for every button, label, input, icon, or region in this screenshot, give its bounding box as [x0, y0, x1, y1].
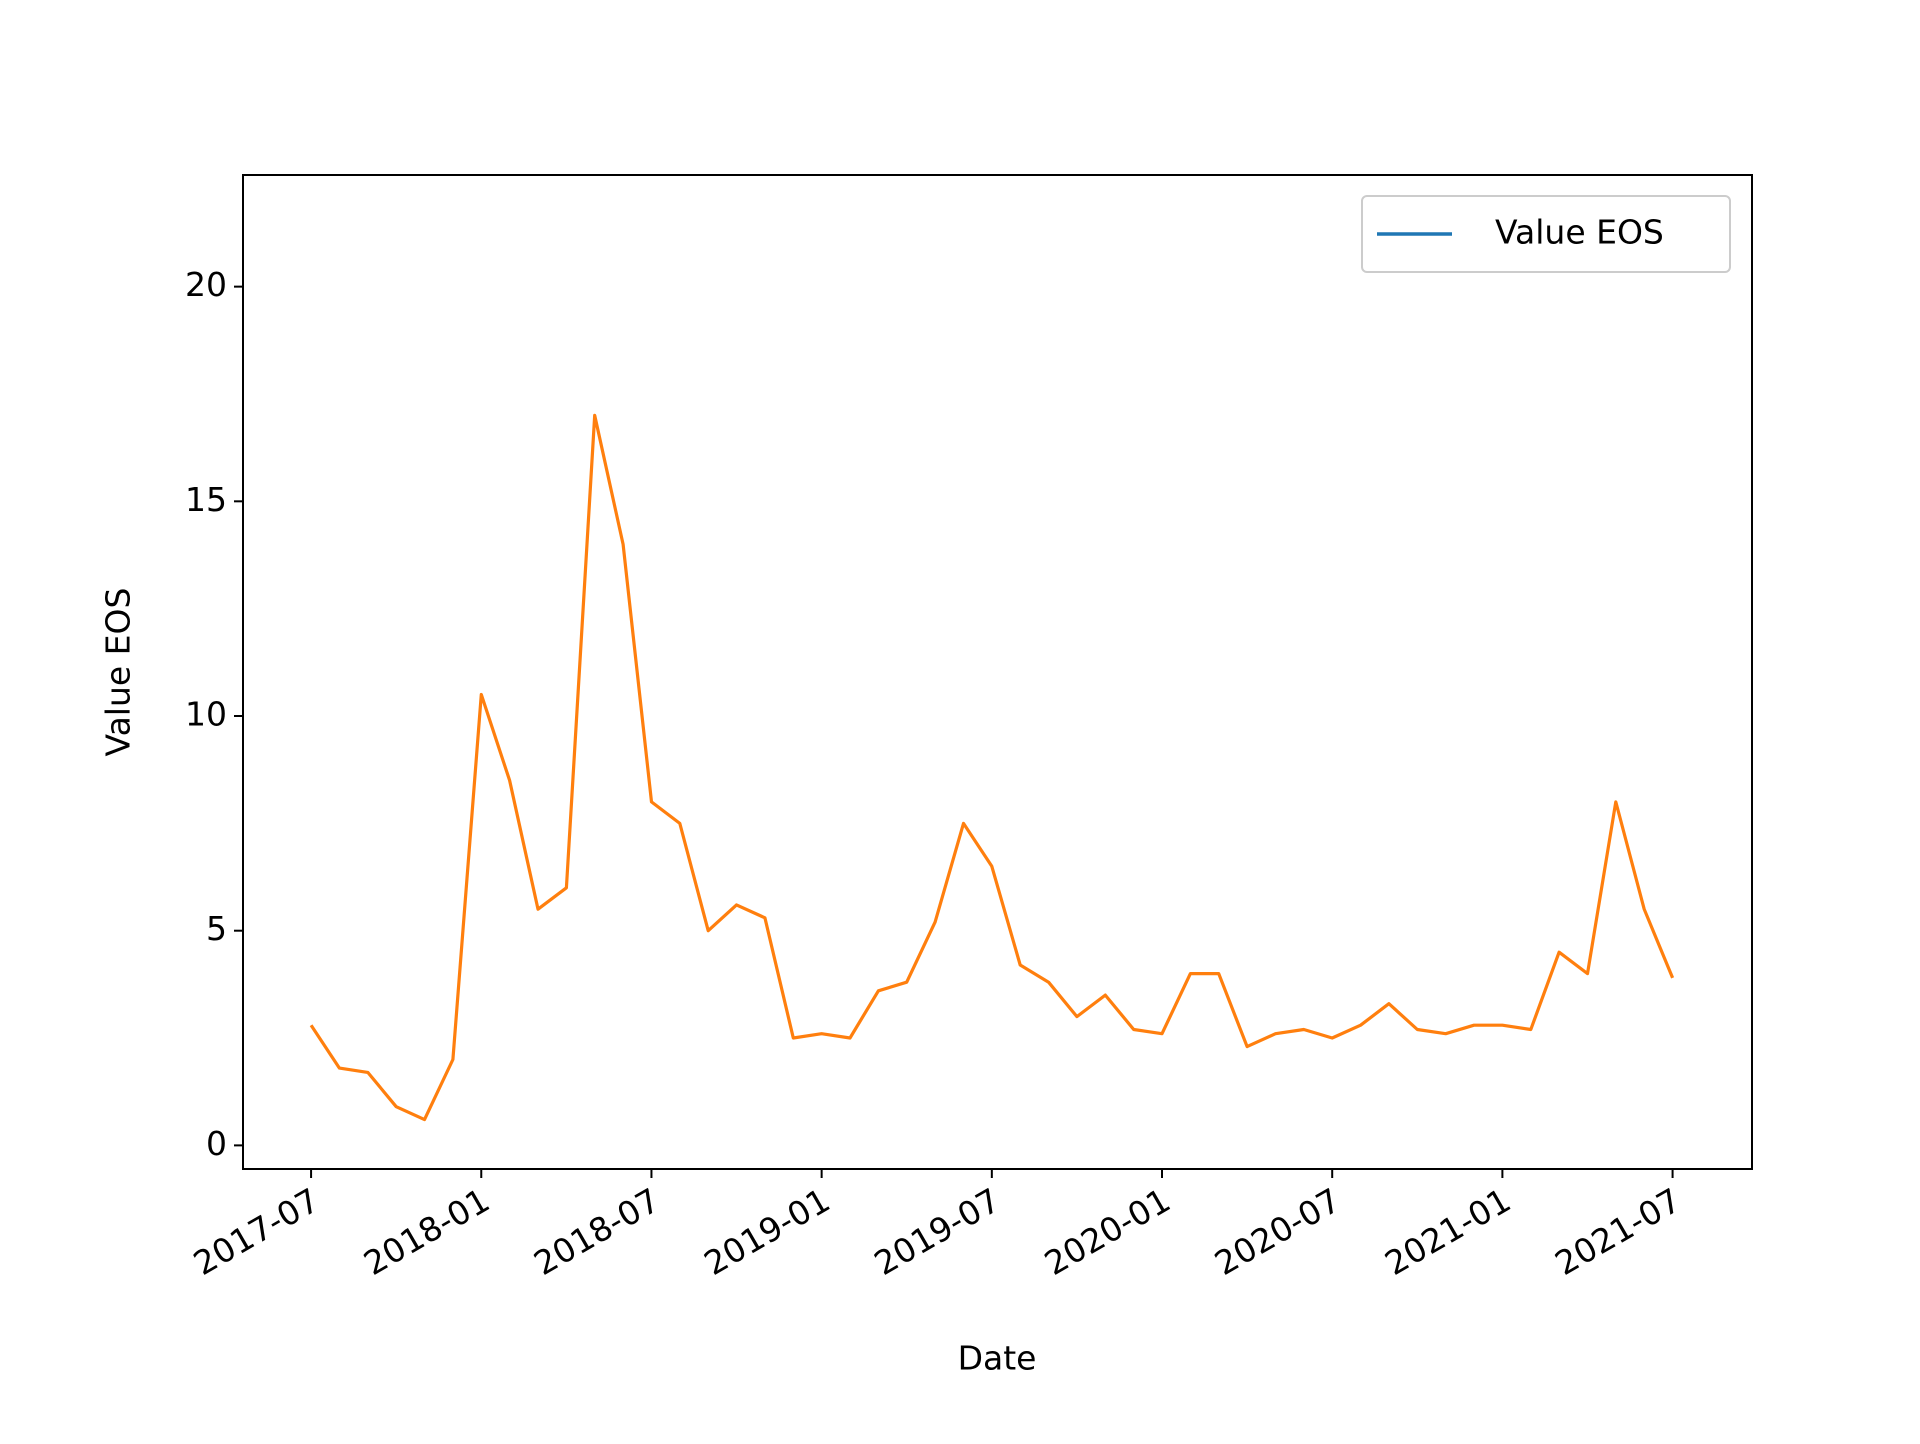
x-tick-label: 2019-07: [868, 1180, 1007, 1283]
x-tick-label: 2021-01: [1378, 1180, 1517, 1283]
y-axis-label: Value EOS: [99, 588, 138, 757]
legend-label: Value EOS: [1495, 213, 1664, 252]
data-line: [309, 413, 1675, 1122]
x-tick-label: 2020-07: [1208, 1180, 1347, 1283]
y-tick-label: 5: [206, 909, 227, 948]
y-tick-label: 20: [185, 265, 227, 304]
legend: Value EOS: [1361, 195, 1731, 273]
x-axis-label: Date: [958, 1339, 1037, 1378]
x-tick-label: 2019-01: [697, 1180, 836, 1283]
x-tick-label: 2018-01: [357, 1180, 496, 1283]
x-tick-label: 2018-07: [527, 1180, 666, 1283]
x-tick-label: 2021-07: [1548, 1180, 1687, 1283]
plot-frame: [242, 174, 1753, 1170]
x-tick-label: 2020-01: [1038, 1180, 1177, 1283]
x-tick-label: 2017-07: [187, 1180, 326, 1283]
y-tick-label: 15: [185, 480, 227, 519]
y-tick-label: 10: [185, 695, 227, 734]
legend-box: [1361, 195, 1731, 273]
y-tick-label: 0: [206, 1124, 227, 1163]
